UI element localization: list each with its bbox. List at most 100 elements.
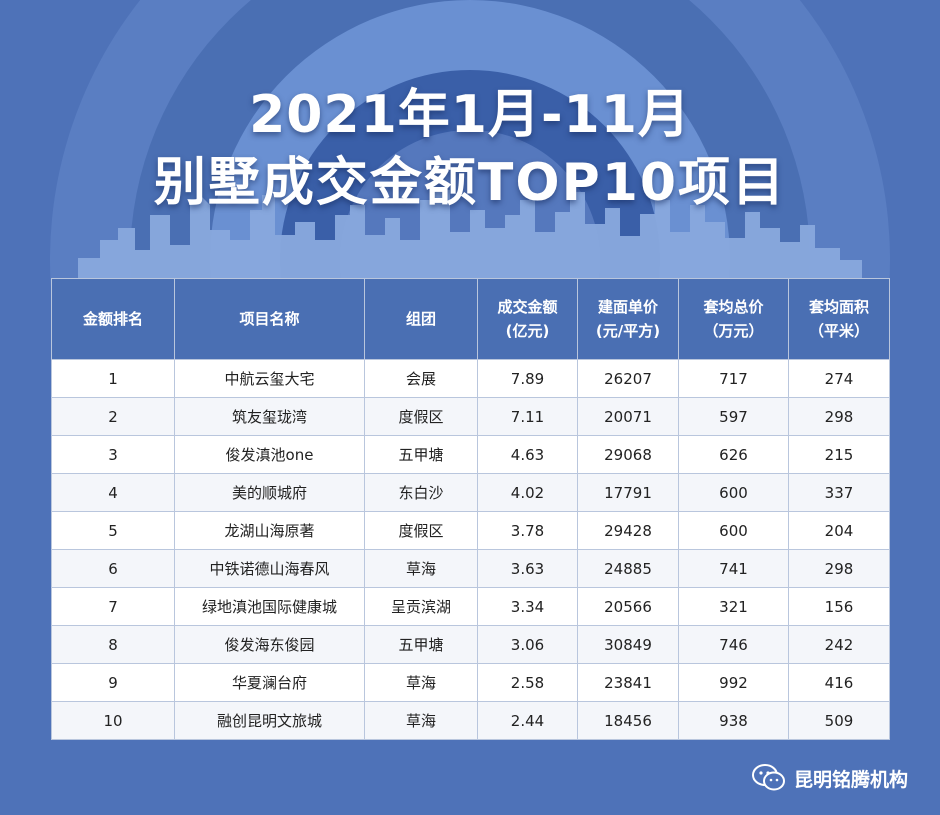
city-skyline (78, 190, 862, 278)
column-header-label: 金额排名 (82, 310, 143, 328)
table-cell: 草海 (364, 549, 478, 588)
table-cell: 俊发滇池one (174, 435, 365, 474)
table-cell: 321 (678, 587, 789, 626)
table-cell: 741 (678, 549, 789, 588)
table-cell: 29068 (577, 435, 679, 474)
table-cell: 4.63 (477, 435, 578, 474)
table-row: 2 筑友玺珑湾 度假区 7.11 20071 597 298 (51, 397, 890, 436)
table-cell: 597 (678, 397, 789, 436)
table-cell: 草海 (364, 663, 478, 702)
table-cell: 2.58 (477, 663, 578, 702)
table-cell: 3.63 (477, 549, 578, 588)
wechat-icon (751, 764, 785, 791)
table-cell: 8 (51, 625, 175, 664)
table-cell: 3.34 (477, 587, 578, 626)
table-cell: 五甲塘 (364, 625, 478, 664)
column-header-label: 项目名称 (239, 310, 300, 328)
table-cell: 204 (788, 511, 890, 550)
table-cell: 298 (788, 397, 890, 436)
page-title-line2: 别墅成交金额TOP10项目 (153, 153, 787, 213)
table-cell: 7 (51, 587, 175, 626)
table-row: 7 绿地滇池国际健康城 呈贡滨湖 3.34 20566 321 156 (51, 587, 890, 626)
table-header-row: 金额排名 项目名称 组团 成交金额 (亿元) 建面单价 (元/平方) 套均总价 （万元） 套均面积… (51, 278, 890, 360)
column-header-label: 套均面积 (808, 298, 869, 316)
table-row: 4 美的顺城府 东白沙 4.02 17791 600 337 (51, 473, 890, 512)
table-cell: 4 (51, 473, 175, 512)
column-header-label: 建面单价 (597, 298, 658, 316)
table-cell: 215 (788, 435, 890, 474)
table-cell: 416 (788, 663, 890, 702)
table-cell: 3.06 (477, 625, 578, 664)
table-cell: 626 (678, 435, 789, 474)
footer-brand: 昆明铭腾机构 (751, 764, 908, 792)
table-cell: 337 (788, 473, 890, 512)
column-header: 组团 (364, 278, 478, 360)
table-cell: 草海 (364, 701, 478, 740)
table-cell: 度假区 (364, 397, 478, 436)
table-cell: 26207 (577, 359, 679, 398)
table-cell: 3.78 (477, 511, 578, 550)
table-cell: 4.02 (477, 473, 578, 512)
table-row: 6 中铁诺德山海春风 草海 3.63 24885 741 298 (51, 549, 890, 588)
table-cell: 10 (51, 701, 175, 740)
table-cell: 156 (788, 587, 890, 626)
table-cell: 美的顺城府 (174, 473, 365, 512)
table-cell: 746 (678, 625, 789, 664)
column-header-unit: （平米） (808, 322, 869, 340)
footer-account-name: 昆明铭腾机构 (793, 768, 908, 791)
column-header-label: 成交金额 (497, 298, 558, 316)
table-cell: 242 (788, 625, 890, 664)
column-header-label: 套均总价 (703, 298, 764, 316)
table-cell: 呈贡滨湖 (364, 587, 478, 626)
table-row: 1 中航云玺大宅 会展 7.89 26207 717 274 (51, 359, 890, 398)
table-cell: 龙湖山海原著 (174, 511, 365, 550)
table-cell: 6 (51, 549, 175, 588)
table-cell: 俊发海东俊园 (174, 625, 365, 664)
table-cell: 17791 (577, 473, 679, 512)
table-cell: 绿地滇池国际健康城 (174, 587, 365, 626)
table-cell: 7.89 (477, 359, 578, 398)
page-title-line1: 2021年1月-11月 (249, 85, 691, 145)
table-cell: 融创昆明文旅城 (174, 701, 365, 740)
table-cell: 东白沙 (364, 473, 478, 512)
column-header-unit: （万元） (703, 322, 764, 340)
table-row: 10 融创昆明文旅城 草海 2.44 18456 938 509 (51, 701, 890, 740)
table-cell: 9 (51, 663, 175, 702)
column-header-unit: (亿元) (505, 322, 550, 340)
column-header: 成交金额 (亿元) (477, 278, 578, 360)
table-cell: 717 (678, 359, 789, 398)
table-cell: 29428 (577, 511, 679, 550)
table-cell: 298 (788, 549, 890, 588)
table-cell: 992 (678, 663, 789, 702)
table-cell: 5 (51, 511, 175, 550)
table-cell: 中铁诺德山海春风 (174, 549, 365, 588)
table-cell: 20566 (577, 587, 679, 626)
table-cell: 度假区 (364, 511, 478, 550)
table-cell: 筑友玺珑湾 (174, 397, 365, 436)
table-cell: 938 (678, 701, 789, 740)
column-header: 套均面积 （平米） (788, 278, 890, 360)
table-cell: 中航云玺大宅 (174, 359, 365, 398)
table-cell: 600 (678, 473, 789, 512)
table-row: 3 俊发滇池one 五甲塘 4.63 29068 626 215 (51, 435, 890, 474)
column-header: 建面单价 (元/平方) (577, 278, 679, 360)
column-header: 项目名称 (174, 278, 365, 360)
table-cell: 7.11 (477, 397, 578, 436)
table-cell: 1 (51, 359, 175, 398)
column-header-label: 组团 (405, 310, 436, 328)
column-header: 套均总价 （万元） (678, 278, 789, 360)
table-cell: 274 (788, 359, 890, 398)
column-header-unit: (元/平方) (595, 322, 661, 340)
table-cell: 24885 (577, 549, 679, 588)
table-row: 5 龙湖山海原著 度假区 3.78 29428 600 204 (51, 511, 890, 550)
table-row: 9 华夏澜台府 草海 2.58 23841 992 416 (51, 663, 890, 702)
table-cell: 18456 (577, 701, 679, 740)
ranking-table: 金额排名 项目名称 组团 成交金额 (亿元) 建面单价 (元/平方) 套均总价 （万元） 套均面积… (51, 278, 890, 740)
table-cell: 600 (678, 511, 789, 550)
table-cell: 2 (51, 397, 175, 436)
table-cell: 2.44 (477, 701, 578, 740)
table-cell: 20071 (577, 397, 679, 436)
table-body: 1 中航云玺大宅 会展 7.89 26207 717 274 2 筑友玺珑湾 度假区 7.11 200… (51, 359, 890, 740)
table-cell: 五甲塘 (364, 435, 478, 474)
table-cell: 3 (51, 435, 175, 474)
